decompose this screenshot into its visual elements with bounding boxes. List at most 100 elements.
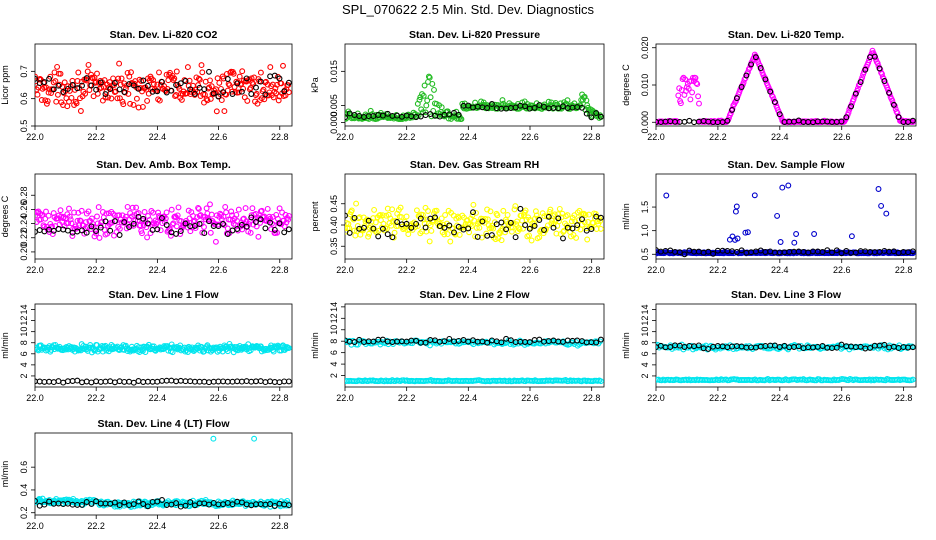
x-tick-label: 22.6 bbox=[833, 132, 851, 142]
y-tick-label: 2 bbox=[329, 373, 339, 378]
data-point-black bbox=[131, 380, 136, 385]
data-point bbox=[404, 214, 409, 219]
data-point-black bbox=[122, 380, 127, 385]
panel-title: Stan. Dev. Gas Stream RH bbox=[410, 159, 539, 171]
x-tick-label: 22.0 bbox=[26, 265, 44, 275]
data-points bbox=[343, 201, 604, 244]
x-tick-label: 22.2 bbox=[398, 265, 416, 275]
y-tick-label: 0.6 bbox=[19, 92, 29, 105]
data-point-black bbox=[98, 380, 103, 385]
data-point bbox=[696, 94, 701, 99]
x-tick-label: 22.2 bbox=[709, 393, 727, 403]
data-point bbox=[429, 229, 434, 234]
data-points bbox=[343, 74, 604, 121]
x-tick-label: 22.2 bbox=[398, 393, 416, 403]
data-point-black bbox=[117, 233, 122, 238]
x-tick-label: 22.8 bbox=[895, 265, 913, 275]
data-point-black bbox=[254, 379, 259, 384]
data-points bbox=[654, 183, 916, 257]
data-point bbox=[268, 65, 273, 70]
diagnostics-figure: SPL_070622 2.5 Min. Std. Dev. Diagnostic… bbox=[0, 0, 936, 540]
y-axis-label: percent bbox=[310, 201, 320, 232]
data-point bbox=[46, 213, 51, 218]
data-points bbox=[654, 48, 916, 124]
data-point-black bbox=[499, 220, 504, 225]
figure-title: SPL_070622 2.5 Min. Std. Dev. Diagnostic… bbox=[342, 2, 594, 17]
y-axis-label: ml/min bbox=[0, 461, 10, 488]
data-points bbox=[33, 342, 292, 386]
x-tick-label: 22.4 bbox=[460, 265, 478, 275]
data-point bbox=[879, 204, 884, 209]
y-tick-label: 0.6 bbox=[19, 461, 29, 474]
data-point-black bbox=[37, 379, 42, 384]
data-point-black bbox=[42, 380, 47, 385]
y-axis-label: ml/min bbox=[621, 332, 631, 359]
data-point bbox=[223, 205, 228, 210]
y-tick-label: 0.28 bbox=[19, 186, 29, 204]
data-point-black bbox=[263, 226, 268, 231]
data-point bbox=[690, 90, 695, 95]
data-point-black bbox=[103, 379, 108, 384]
data-point-black bbox=[687, 118, 692, 123]
x-tick-label: 22.8 bbox=[583, 132, 601, 142]
data-point-black bbox=[117, 87, 122, 92]
y-tick-label: 8 bbox=[19, 340, 29, 345]
x-tick-label: 22.6 bbox=[210, 265, 228, 275]
x-tick-label: 22.0 bbox=[647, 393, 665, 403]
data-point bbox=[217, 81, 222, 86]
y-tick-label: 0.010 bbox=[640, 74, 650, 97]
data-point bbox=[164, 210, 169, 215]
data-point-black bbox=[268, 74, 273, 79]
data-point bbox=[281, 63, 286, 68]
data-point bbox=[101, 98, 106, 103]
data-point bbox=[76, 70, 81, 75]
x-tick-label: 22.4 bbox=[149, 521, 167, 531]
data-point-black bbox=[66, 379, 71, 384]
data-point bbox=[69, 96, 74, 101]
figure-svg: SPL_070622 2.5 Min. Std. Dev. Diagnostic… bbox=[0, 0, 936, 540]
panel-title: Stan. Dev. Line 3 Flow bbox=[731, 289, 842, 301]
y-axis-label: kPa bbox=[310, 77, 320, 93]
panel-8: Stan. Dev. Line 2 Flowml/min22.0 22.2 22.4… bbox=[310, 289, 604, 403]
data-point bbox=[208, 230, 213, 235]
x-tick-label: 22.4 bbox=[771, 132, 789, 142]
data-point-black bbox=[56, 227, 61, 232]
data-point bbox=[734, 209, 739, 214]
x-tick-label: 22.4 bbox=[149, 265, 167, 275]
data-point bbox=[585, 237, 590, 242]
data-point bbox=[208, 202, 213, 207]
y-tick-label: 4 bbox=[640, 362, 650, 367]
data-point bbox=[240, 69, 245, 74]
data-point bbox=[424, 103, 429, 108]
x-tick-label: 22.6 bbox=[521, 393, 539, 403]
y-tick-label: 6 bbox=[640, 351, 650, 356]
data-point-black bbox=[235, 379, 240, 384]
data-point-black bbox=[263, 92, 268, 97]
y-tick-label: 4 bbox=[19, 362, 29, 367]
data-point bbox=[211, 436, 216, 441]
data-point-black bbox=[692, 120, 697, 125]
y-tick-label: 10 bbox=[19, 327, 29, 337]
data-point bbox=[35, 92, 40, 97]
data-point bbox=[236, 207, 241, 212]
x-tick-label: 22.6 bbox=[210, 132, 228, 142]
data-point bbox=[96, 205, 101, 210]
x-tick-label: 22.8 bbox=[583, 265, 601, 275]
data-point bbox=[245, 99, 250, 104]
data-point bbox=[169, 207, 174, 212]
data-point-black bbox=[282, 230, 287, 235]
data-point bbox=[884, 211, 889, 216]
data-point-black bbox=[47, 379, 52, 384]
y-tick-label: 0.40 bbox=[329, 216, 339, 234]
data-point-black bbox=[197, 379, 202, 384]
y-tick-label: 4 bbox=[329, 362, 339, 367]
y-tick-label: 0.5 bbox=[19, 120, 29, 133]
data-point bbox=[448, 239, 453, 244]
x-tick-label: 22.4 bbox=[149, 132, 167, 142]
data-point bbox=[503, 230, 508, 235]
x-tick-label: 22.6 bbox=[833, 265, 851, 275]
data-point bbox=[557, 207, 562, 212]
data-point bbox=[471, 202, 476, 207]
data-point-black bbox=[513, 235, 518, 240]
y-tick-label: 0.005 bbox=[329, 94, 339, 117]
